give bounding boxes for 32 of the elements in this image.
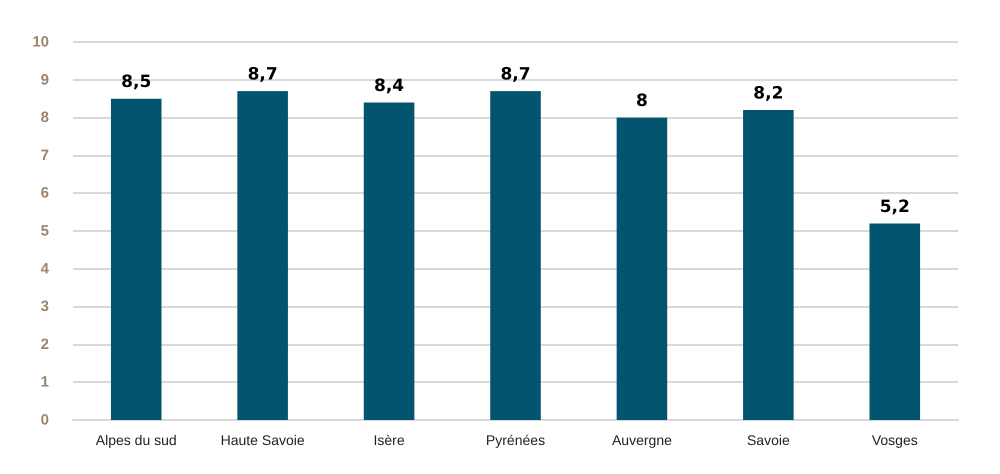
data-label: 8,2 [753,84,784,104]
data-label: 8 [636,91,648,112]
y-tick-label: 7 [40,146,49,164]
y-tick-label: 2 [40,336,49,353]
data-label: 8,4 [374,76,404,96]
x-tick-label: Isère [374,432,405,448]
y-tick-label: 4 [40,260,50,278]
bar [364,102,414,420]
data-label: 8,5 [121,72,152,92]
x-tick-label: Pyrénées [486,432,546,448]
y-tick-label: 5 [40,222,49,240]
bar [490,91,541,420]
y-tick-label: 6 [40,184,49,202]
y-tick-label: 3 [40,298,49,316]
bar [237,91,288,420]
y-tick-label: 1 [40,374,49,391]
x-tick-label: Auvergne [612,432,672,448]
y-tick-label: 9 [40,71,49,88]
data-label: 8,7 [500,64,531,85]
y-tick-label: 8 [40,109,49,126]
bar [870,223,920,420]
y-tick-label: 10 [32,34,49,50]
x-tick-label: Alpes du sud [96,432,177,448]
x-tick-label: Haute Savoie [220,432,305,448]
data-label: 8,7 [248,64,278,85]
x-tick-label: Savoie [746,432,790,448]
bar [743,110,794,420]
x-tick-label: Vosges [872,432,918,448]
bar [616,118,668,420]
data-label: 5,2 [880,196,910,217]
bar [110,98,162,420]
y-tick-label: 0 [40,412,49,428]
